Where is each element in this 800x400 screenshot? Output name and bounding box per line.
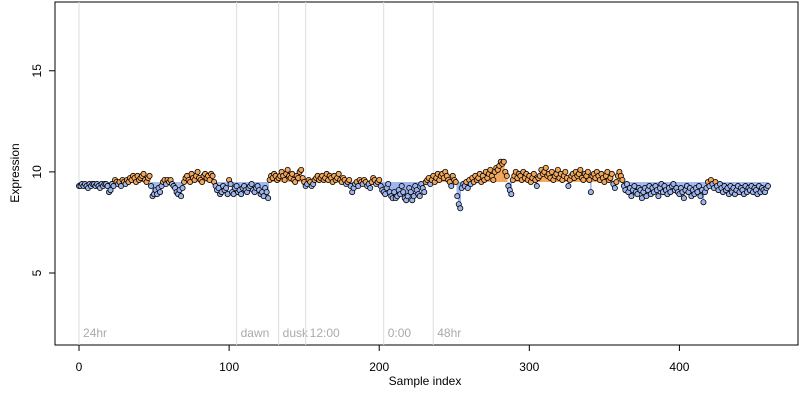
point: [346, 176, 353, 183]
plot-frame: [54, 1, 799, 346]
point: [157, 189, 164, 196]
point: [655, 193, 662, 200]
point: [562, 168, 569, 175]
point: [238, 191, 245, 198]
point: [611, 185, 618, 192]
point: [619, 176, 626, 183]
point: [700, 199, 707, 206]
point: [613, 178, 620, 185]
point: [209, 172, 216, 179]
point: [416, 193, 423, 200]
point: [223, 185, 230, 192]
point: [398, 183, 405, 190]
event-label: dusk: [283, 326, 309, 340]
point: [500, 158, 507, 165]
point: [178, 193, 185, 200]
point: [628, 193, 635, 200]
point: [335, 170, 342, 177]
x-tick-label: 400: [669, 360, 689, 374]
point: [608, 170, 615, 177]
point: [503, 172, 510, 179]
event-label: 12:00: [310, 326, 340, 340]
point: [695, 183, 702, 190]
event-label: 48hr: [437, 326, 461, 340]
point: [680, 195, 687, 202]
point: [448, 183, 455, 190]
event-label: dawn: [241, 326, 270, 340]
point: [634, 191, 641, 198]
point: [508, 191, 515, 198]
event-label: 0:00: [388, 326, 412, 340]
y-tick-label: 10: [30, 165, 44, 179]
point: [146, 172, 153, 179]
point: [697, 193, 704, 200]
x-tick-label: 100: [219, 360, 239, 374]
point: [530, 170, 537, 177]
point: [265, 195, 272, 202]
x-axis-label: Sample index: [389, 374, 462, 388]
point: [140, 170, 147, 177]
point: [565, 183, 572, 190]
point: [407, 189, 414, 196]
y-tick-label: 5: [30, 269, 44, 276]
x-tick-label: 0: [76, 360, 83, 374]
point: [533, 183, 540, 190]
point: [623, 181, 630, 188]
point: [367, 185, 374, 192]
point: [404, 193, 411, 200]
point: [248, 181, 255, 188]
x-tick-label: 200: [369, 360, 389, 374]
point: [490, 176, 497, 183]
point: [148, 183, 155, 190]
point: [233, 183, 240, 190]
point: [670, 181, 677, 188]
point: [107, 187, 114, 194]
point: [421, 189, 428, 196]
point: [587, 189, 594, 196]
point: [199, 178, 206, 185]
point: [400, 189, 407, 196]
point: [298, 166, 305, 173]
point: [194, 168, 201, 175]
point: [263, 189, 270, 196]
point: [464, 185, 471, 192]
point: [452, 178, 459, 185]
point: [577, 166, 584, 173]
point: [457, 205, 464, 212]
point: [554, 166, 561, 173]
point: [376, 176, 383, 183]
event-label: 24hr: [83, 326, 107, 340]
y-tick-label: 15: [30, 64, 44, 78]
point: [764, 183, 771, 190]
point: [284, 166, 291, 173]
point: [227, 181, 234, 188]
point: [385, 181, 392, 188]
point: [292, 178, 299, 185]
y-axis-label: Expression: [8, 143, 22, 202]
point: [584, 168, 591, 175]
point: [281, 176, 288, 183]
point: [179, 185, 186, 192]
x-tick-label: 300: [519, 360, 539, 374]
point: [454, 193, 461, 200]
point: [542, 164, 549, 171]
point: [580, 176, 587, 183]
point: [586, 176, 593, 183]
